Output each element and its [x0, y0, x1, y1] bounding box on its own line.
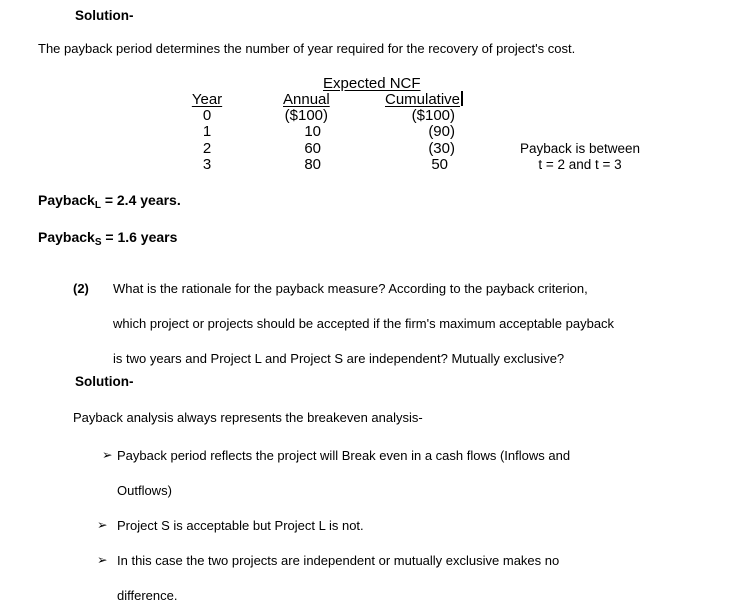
table-header-row: Year Annual Cumulative: [0, 91, 729, 108]
payback-l-value: = 2.4 years.: [100, 192, 181, 208]
payback-s-result: PaybackS = 1.6 years: [38, 229, 177, 248]
table-side-note: Payback is between t = 2 and t = 3: [500, 141, 660, 174]
table-cell-cumulative: ($100): [411, 107, 455, 124]
bullet-item: ➢ In this case the two projects are indep…: [97, 543, 570, 609]
question-line: is two years and Project L and Project S…: [113, 351, 565, 366]
ncf-table: Expected NCF Year Annual Cumulative 0 ($1…: [0, 75, 729, 177]
table-cell-cumulative: (90): [428, 123, 455, 141]
table-cell-year: 2: [202, 139, 212, 157]
table-cell-cumulative: (30): [428, 139, 455, 157]
question-text: What is the rationale for the payback me…: [113, 271, 614, 376]
text-cursor-bar: [461, 91, 464, 106]
column-header-year: Year: [191, 91, 223, 108]
column-header-annual: Annual: [283, 91, 330, 108]
table-cell-year: 3: [202, 156, 212, 174]
bullet-line: Project S is acceptable but Project L is…: [117, 518, 364, 533]
bullet-line: difference.: [117, 588, 178, 603]
payback-s-subscript: S: [94, 237, 102, 248]
bullet-line: Outflows): [117, 483, 172, 498]
payback-l-base: Payback: [38, 192, 95, 208]
table-cell-annual: ($100): [284, 107, 328, 124]
column-header-cumulative-label: Cumulative: [385, 91, 461, 108]
ncf-table-rows: 0 ($100) ($100) 1 10 (90) 2 60 (30) 3 80 50: [0, 107, 729, 174]
column-header-cumulative: Cumulative: [385, 91, 464, 108]
table-cell-annual: 60: [304, 139, 321, 157]
table-row: 1 10 (90): [0, 123, 729, 141]
question-number: (2): [73, 281, 89, 296]
table-cell-annual: 80: [304, 156, 321, 174]
bullet-arrow-icon: ➢: [102, 448, 113, 462]
question-line: which project or projects should be acce…: [113, 316, 615, 331]
table-row: 0 ($100) ($100): [0, 107, 729, 124]
solution-heading-2: Solution-: [75, 374, 134, 389]
table-group-header: Expected NCF: [323, 75, 421, 92]
bullet-line: In this case the two projects are indepe…: [117, 553, 560, 568]
payback-s-value: = 1.6 years: [101, 229, 178, 245]
bullet-item: ➢ Payback period reflects the project wil…: [97, 438, 570, 508]
payback-l-result: PaybackL = 2.4 years.: [38, 192, 181, 211]
payback-s-base: Payback: [38, 229, 95, 245]
question-line: What is the rationale for the payback me…: [113, 281, 588, 296]
intro-paragraph: The payback period determines the number…: [38, 41, 576, 56]
side-note-line: t = 2 and t = 3: [538, 157, 622, 173]
table-cell-cumulative: 50: [431, 156, 448, 174]
table-row: 2 60 (30): [0, 139, 729, 157]
payback-l-subscript: L: [94, 200, 101, 211]
solution-heading-1: Solution-: [75, 8, 134, 23]
table-row: 3 80 50: [0, 156, 729, 174]
bullet-list: ➢ Payback period reflects the project wil…: [97, 438, 570, 609]
table-cell-annual: 10: [304, 123, 321, 141]
table-cell-year: 0: [202, 107, 212, 124]
bullet-arrow-icon: ➢: [97, 518, 108, 532]
solution2-intro: Payback analysis always represents the b…: [73, 410, 423, 425]
side-note-line: Payback is between: [519, 141, 641, 156]
table-cell-year: 1: [202, 123, 212, 141]
bullet-item: ➢ Project S is acceptable but Project L i…: [97, 508, 570, 543]
bullet-line: Payback period reflects the project will…: [117, 448, 571, 463]
bullet-arrow-icon: ➢: [97, 553, 108, 567]
